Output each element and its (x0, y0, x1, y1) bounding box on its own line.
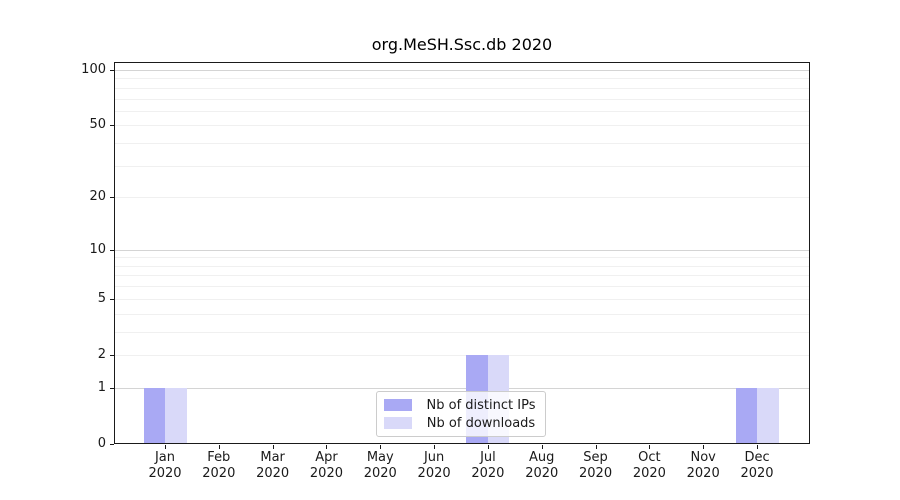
legend: Nb of distinct IPs Nb of downloads (376, 391, 546, 437)
y-tick (110, 298, 114, 300)
minor-gridline (114, 275, 810, 277)
x-tick-label: Aug 2020 (525, 450, 559, 481)
minor-gridline (114, 78, 810, 80)
major-gridline (114, 70, 810, 71)
x-tick (218, 445, 220, 449)
y-tick-label: 10 (89, 241, 106, 257)
y-tick (110, 444, 114, 445)
bar-downloads (165, 387, 187, 444)
x-tick-label: Jan 2020 (148, 450, 182, 481)
x-tick-label: Feb 2020 (202, 450, 236, 481)
y-tick (110, 354, 114, 356)
x-tick-label: Nov 2020 (686, 450, 720, 481)
x-tick (326, 445, 328, 449)
minor-gridline (114, 265, 810, 267)
legend-label-downloads: Nb of downloads (426, 415, 536, 431)
legend-swatch-downloads (384, 417, 412, 429)
x-tick (272, 445, 274, 449)
x-tick (649, 445, 651, 449)
y-tick (110, 387, 114, 389)
plot-area (114, 62, 810, 444)
y-tick-label: 2 (97, 346, 106, 362)
y-tick-label: 1 (97, 379, 106, 395)
minor-gridline (114, 354, 810, 356)
legend-item-distinct-ips: Nb of distinct IPs (384, 398, 538, 413)
chart-title: org.MeSH.Ssc.db 2020 (371, 35, 553, 54)
y-tick (110, 70, 114, 71)
minor-gridline (114, 197, 810, 199)
legend-item-downloads: Nb of downloads (384, 416, 538, 431)
bar-downloads (757, 387, 779, 444)
minor-gridline (114, 110, 810, 112)
minor-gridline (114, 313, 810, 315)
minor-gridline (114, 125, 810, 127)
minor-gridline (114, 298, 810, 300)
minor-gridline (114, 98, 810, 100)
legend-swatch-distinct-ips (384, 399, 412, 411)
minor-gridline (114, 87, 810, 89)
y-tick (110, 125, 114, 127)
x-tick-label: Apr 2020 (309, 450, 343, 481)
x-tick (703, 445, 705, 449)
x-tick-label: Dec 2020 (740, 450, 774, 481)
legend-label-distinct-ips: Nb of distinct IPs (426, 397, 536, 413)
x-tick (165, 445, 166, 449)
bar-distinct-ips (143, 387, 165, 444)
minor-gridline (114, 286, 810, 288)
y-tick-label: 50 (89, 117, 106, 133)
y-tick-label: 20 (89, 189, 106, 205)
x-tick-label: Mar 2020 (256, 450, 290, 481)
minor-gridline (114, 331, 810, 333)
x-tick-label: Sep 2020 (579, 450, 613, 481)
major-gridline (114, 387, 810, 389)
x-tick-label: Oct 2020 (632, 450, 666, 481)
y-tick (110, 249, 114, 251)
x-tick (595, 445, 597, 449)
x-tick-label: May 2020 (363, 450, 397, 481)
x-tick (434, 445, 436, 449)
y-tick-label: 5 (97, 290, 106, 306)
minor-gridline (114, 257, 810, 259)
major-gridline (114, 249, 810, 251)
x-tick (541, 445, 543, 449)
x-tick-label: Jun 2020 (417, 450, 451, 481)
x-tick (487, 445, 489, 449)
x-tick-label: Jul 2020 (471, 450, 505, 481)
x-tick (380, 445, 382, 449)
minor-gridline (114, 143, 810, 145)
y-tick (110, 197, 114, 199)
x-tick (757, 445, 759, 449)
y-tick-label: 0 (97, 436, 106, 451)
minor-gridline (114, 165, 810, 167)
bar-distinct-ips (735, 387, 758, 444)
y-tick-label: 100 (81, 62, 106, 77)
